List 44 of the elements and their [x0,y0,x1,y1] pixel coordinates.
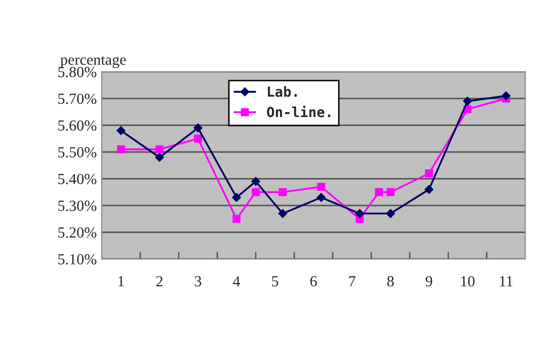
point [386,188,394,196]
y-tick-label: 5.60% [58,120,96,131]
x-tick-label: 4 [232,276,240,286]
point [232,214,240,223]
x-tick-label: 6 [310,276,317,286]
point [317,182,326,191]
point [194,134,202,143]
point [232,193,241,202]
y-tick-label: 5.80% [58,66,96,78]
y-axis-title: percentage [60,56,126,68]
y-tick-label: 5.30% [58,200,96,212]
point [425,169,433,178]
point [252,188,260,196]
y-tick-label: 5.40% [58,174,96,184]
x-tick-label: 5 [272,276,278,286]
point [116,126,126,136]
point [155,152,164,162]
x-tick-label: 1 [118,276,124,286]
x-tick-label: 7 [349,276,356,286]
point [278,209,288,218]
point [316,193,326,202]
point [374,188,383,196]
point [194,123,202,132]
x-tick-label: 10 [461,276,475,286]
point [355,209,364,218]
x-tick-label: 11 [500,276,512,286]
point [386,209,395,218]
point [251,176,260,186]
legend-label: On-line. [267,106,330,118]
x-tick-label: 9 [426,276,432,286]
x-tick-label: 3 [194,276,202,286]
point [502,91,510,100]
y-tick-label: 5.50% [58,147,96,158]
y-tick-label: 5.10% [58,254,96,265]
y-tick-label: 5.70% [58,94,96,104]
y-tick-label: 5.20% [58,227,96,238]
legend-label: Lab. [268,86,297,97]
point [463,96,472,106]
x-tick-label: 2 [156,276,162,286]
point [117,145,125,154]
x-tick-label: 8 [387,276,394,286]
point [424,185,434,194]
point [156,145,164,154]
point [278,188,287,196]
